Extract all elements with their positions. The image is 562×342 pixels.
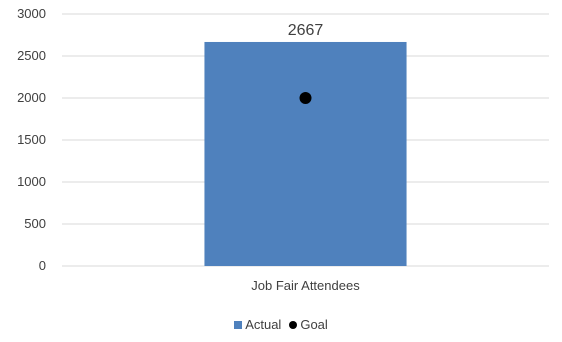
bar-data-label: 2667 [288, 22, 324, 39]
data-labels: 2667 [288, 22, 324, 39]
bar-actual [204, 41, 407, 266]
legend-item-actual: Actual [234, 317, 281, 332]
y-tick-label: 1500 [17, 132, 46, 147]
y-tick-label: 2500 [17, 48, 46, 63]
goal-marker [299, 92, 312, 104]
legend-swatch-actual [234, 320, 243, 329]
legend-label-actual: Actual [245, 317, 282, 332]
legend-swatch-goal [289, 320, 298, 329]
y-tick-label: 2000 [17, 90, 46, 105]
y-tick-label: 500 [24, 216, 46, 231]
x-axis-ticks: Job Fair Attendees [251, 278, 360, 293]
bars [204, 41, 407, 266]
legend-item-goal: Goal [289, 317, 328, 332]
legend-label-goal: Goal [300, 317, 328, 332]
y-tick-label: 1000 [17, 174, 46, 189]
legend: Actual Goal [0, 317, 562, 332]
x-tick-label: Job Fair Attendees [251, 278, 360, 293]
y-tick-label: 3000 [17, 6, 46, 21]
y-tick-label: 0 [39, 258, 46, 273]
y-axis-ticks: 0 500 1000 1500 2000 2500 3000 [17, 6, 46, 273]
goal-markers [299, 92, 312, 104]
